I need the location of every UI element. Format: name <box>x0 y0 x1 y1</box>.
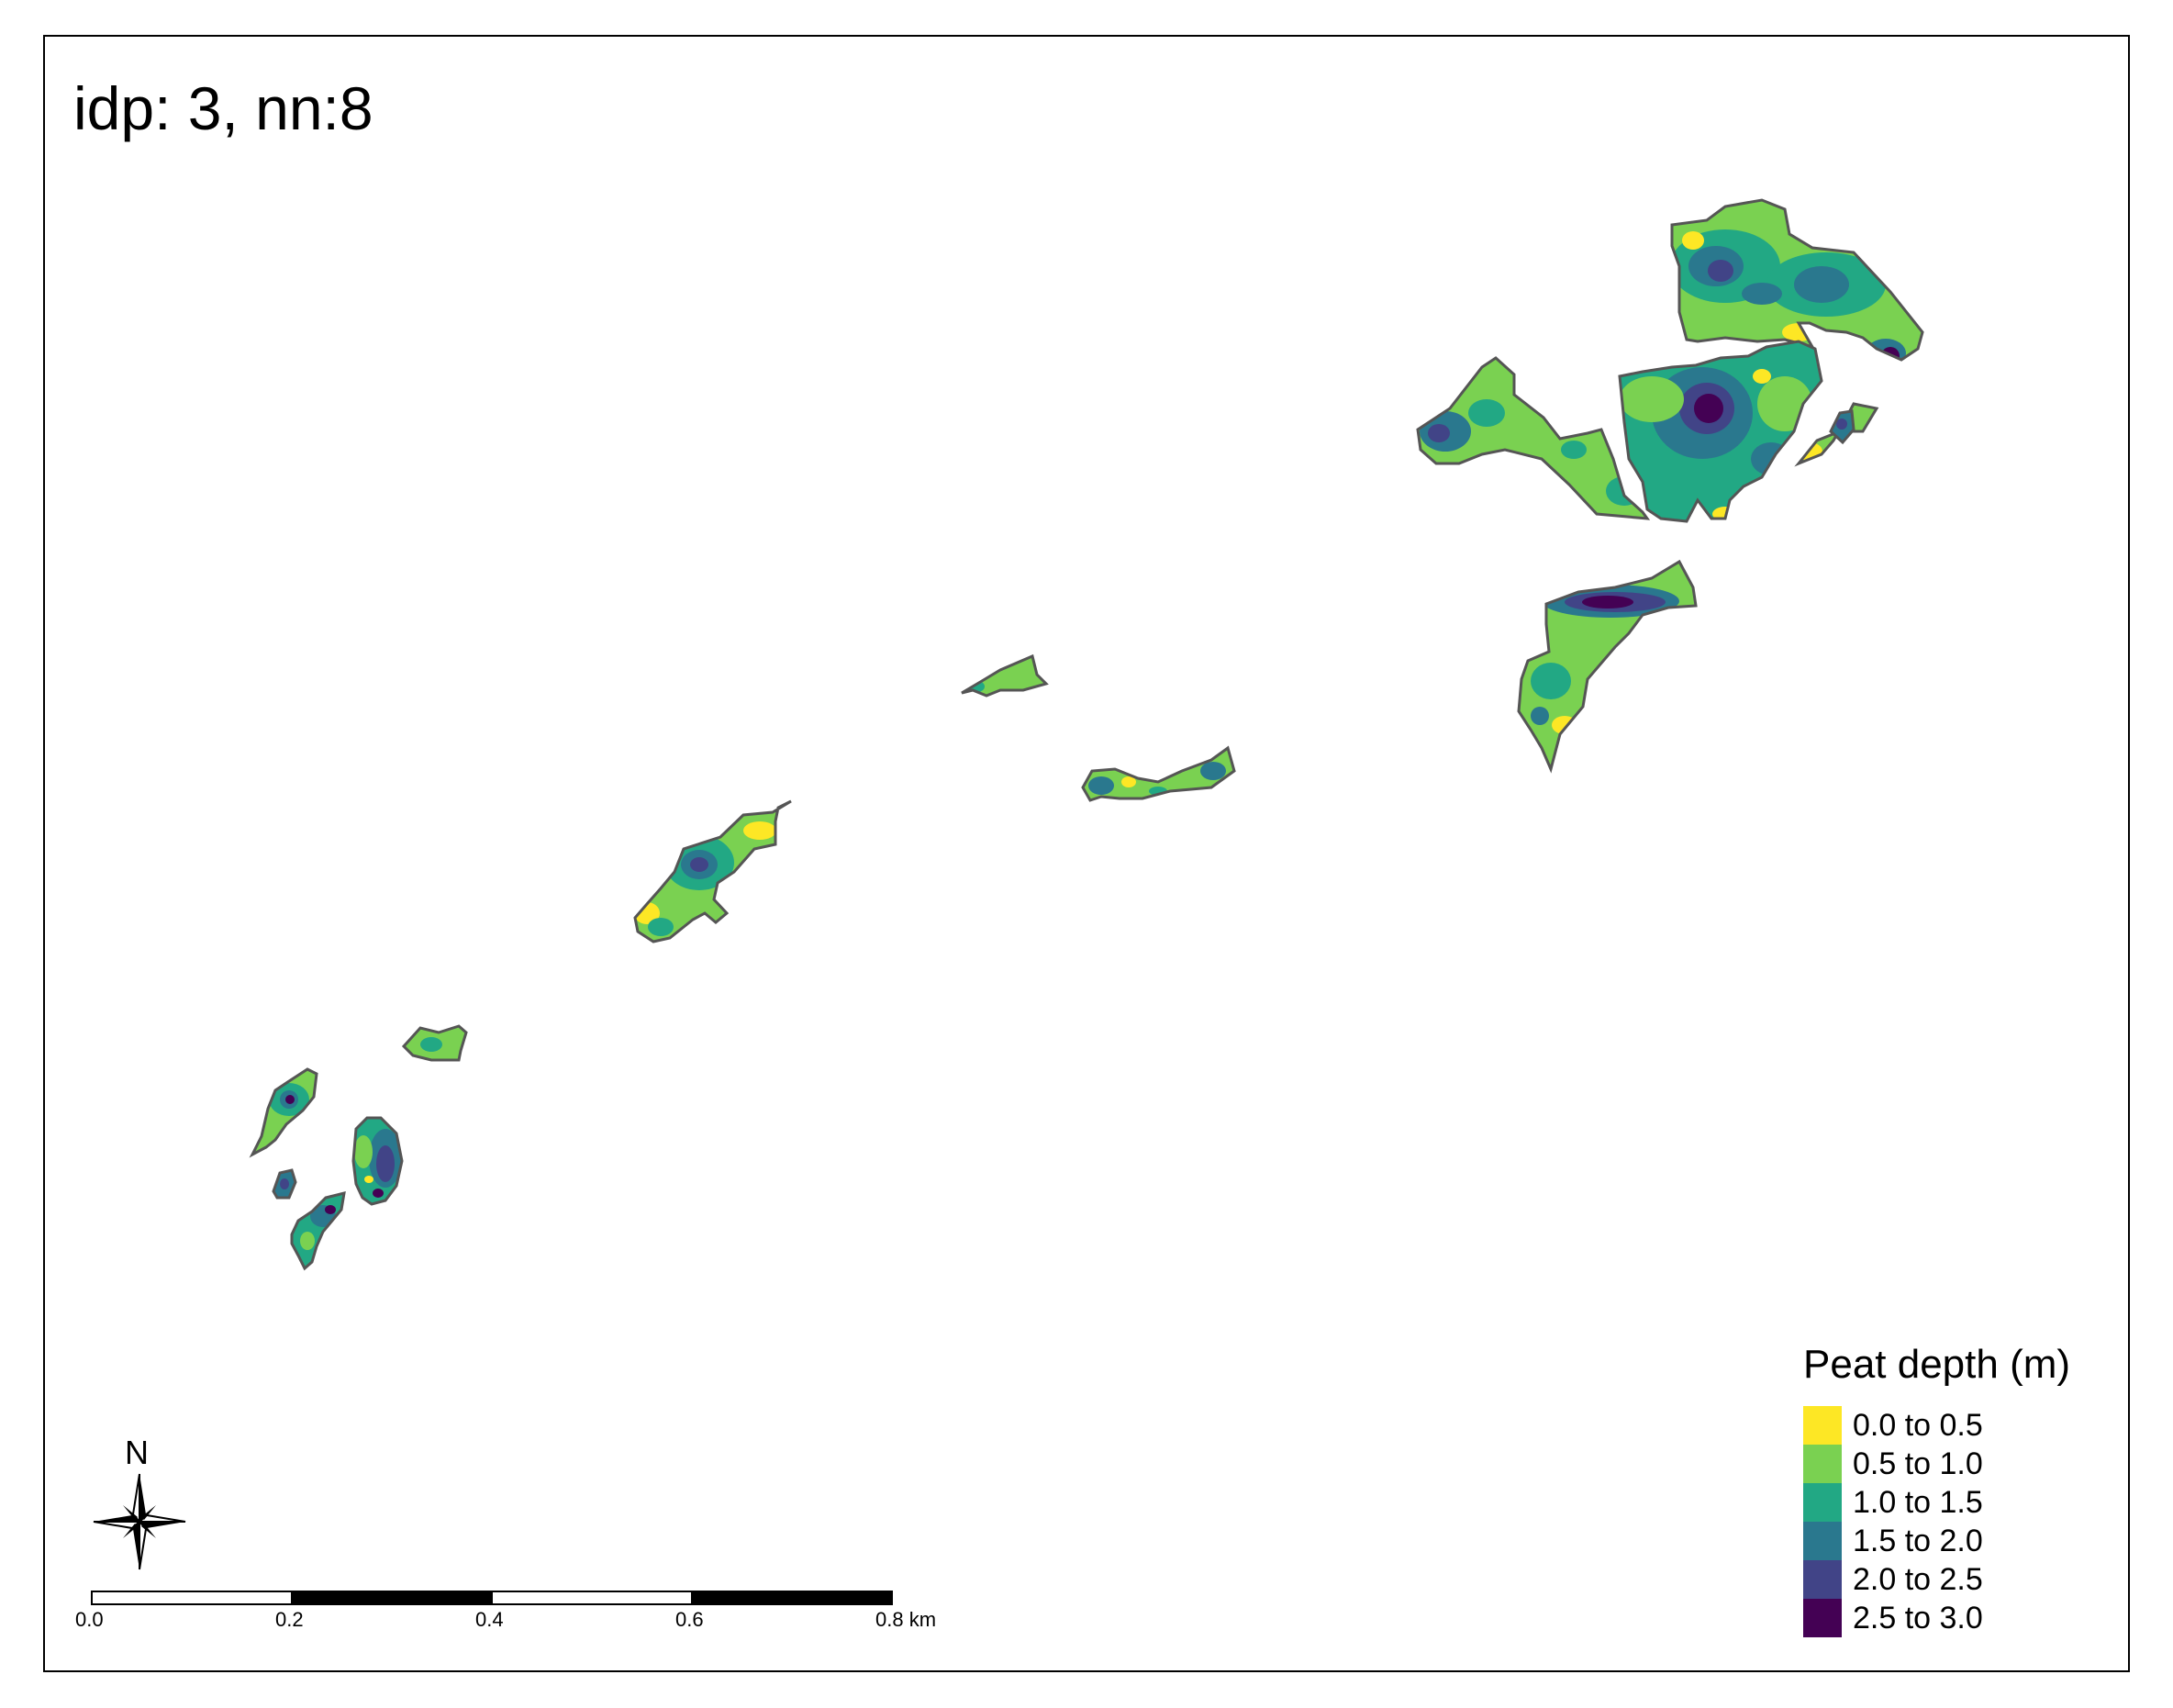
legend-swatch <box>1803 1483 1842 1522</box>
legend-swatch <box>1803 1560 1842 1599</box>
peat-polygon-sw-5[interactable] <box>289 1189 349 1271</box>
scale-tick-label: 0.4 <box>475 1608 504 1631</box>
peat-polygon-sw-4[interactable] <box>271 1166 298 1202</box>
legend-swatch <box>1803 1522 1842 1560</box>
scale-tick-label: 0.2 <box>275 1608 304 1631</box>
peat-polygon-sw-2[interactable] <box>248 1065 321 1161</box>
legend-swatch <box>1803 1445 1842 1483</box>
peat-polygon-ne-middle[interactable] <box>1615 340 1826 523</box>
compass-rose-icon <box>93 1473 186 1570</box>
legend-label: 0.5 to 1.0 <box>1853 1446 1983 1481</box>
legend-item: 0.0 to 0.5 <box>1803 1406 2070 1445</box>
legend-title: Peat depth (m) <box>1803 1342 2071 1387</box>
legend-swatch <box>1803 1406 1842 1445</box>
legend-label: 1.0 to 1.5 <box>1853 1484 1983 1520</box>
peat-polygon-central-1[interactable] <box>959 652 1051 698</box>
legend-label: 2.5 to 3.0 <box>1853 1600 1983 1635</box>
legend-item: 1.0 to 1.5 <box>1803 1483 2070 1522</box>
peat-polygon-sw-1[interactable] <box>399 1019 473 1065</box>
peat-polygon-central-2[interactable] <box>1078 743 1239 803</box>
legend-item: 2.0 to 2.5 <box>1803 1560 2070 1599</box>
legend-label: 0.0 to 0.5 <box>1853 1407 1983 1443</box>
north-label: N <box>125 1434 149 1471</box>
legend: Peat depth (m) 0.0 to 0.5 0.5 to 1.0 1.0… <box>1803 1342 2070 1637</box>
peat-polygon-sw-3[interactable] <box>349 1111 408 1211</box>
scale-bar <box>91 1591 893 1605</box>
map-title: idp: 3, nn:8 <box>73 74 373 142</box>
scale-tick-label: 0.8 km <box>875 1608 937 1631</box>
peat-polygon-ne-left[interactable] <box>1413 353 1652 528</box>
legend-swatch <box>1803 1599 1842 1637</box>
legend-item: 1.5 to 2.0 <box>1803 1522 2070 1560</box>
scale-tick-label: 0.6 <box>675 1608 704 1631</box>
legend-item: 0.5 to 1.0 <box>1803 1445 2070 1483</box>
legend-label: 1.5 to 2.0 <box>1853 1523 1983 1558</box>
scale-tick-label: 0.0 <box>75 1608 104 1631</box>
legend-item: 2.5 to 3.0 <box>1803 1599 2070 1637</box>
peat-polygon-central-3[interactable] <box>631 798 797 945</box>
legend-items: 0.0 to 0.5 0.5 to 1.0 1.0 to 1.5 1.5 to … <box>1803 1406 2070 1637</box>
peat-polygon-east[interactable] <box>1514 555 1702 776</box>
legend-label: 2.0 to 2.5 <box>1853 1561 1983 1597</box>
